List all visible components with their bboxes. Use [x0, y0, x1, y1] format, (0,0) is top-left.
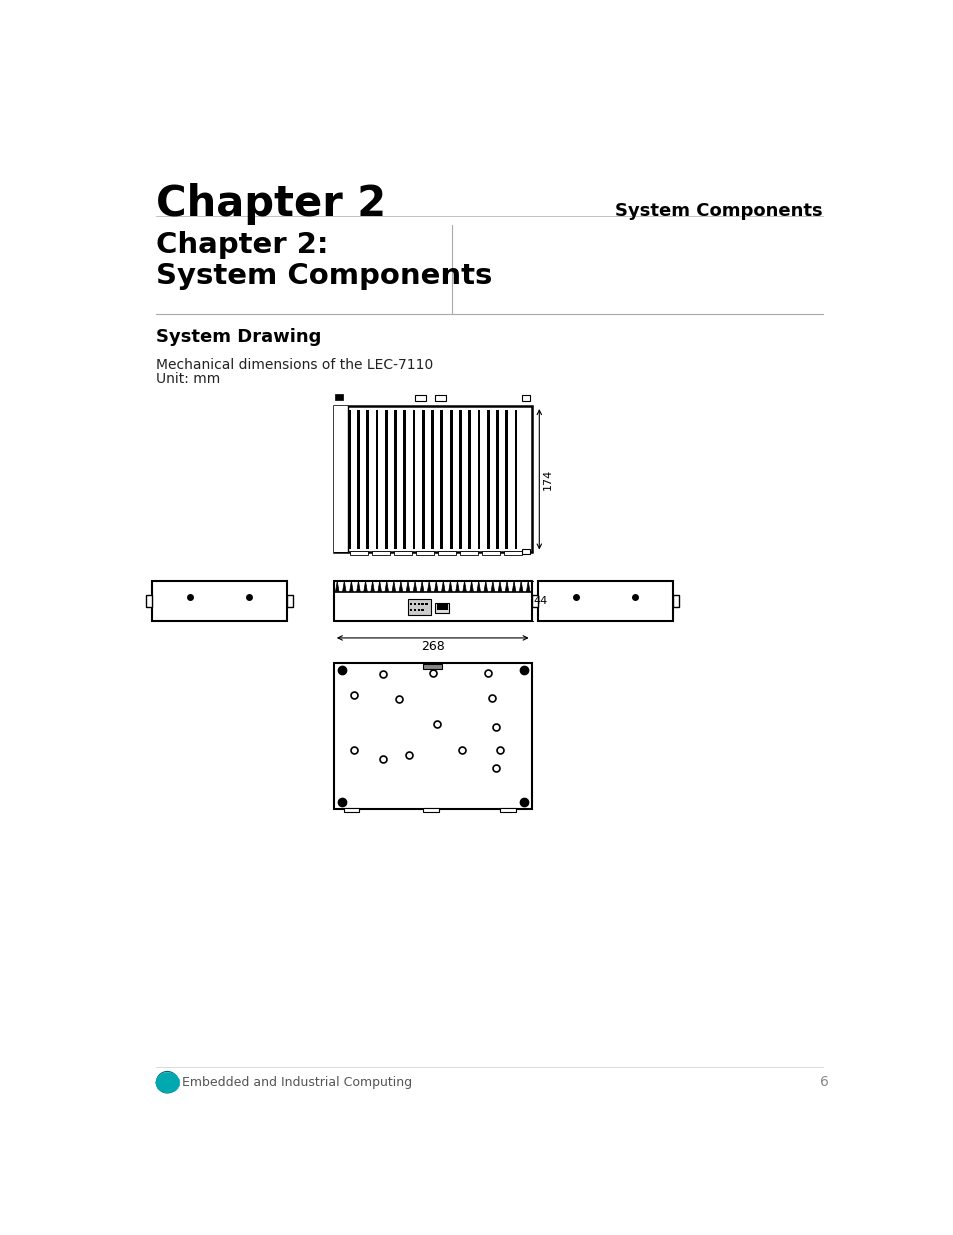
Bar [521, 548, 530, 555]
Bar [440, 410, 443, 548]
Bar [496, 410, 498, 548]
Bar [394, 551, 411, 555]
Polygon shape [448, 580, 452, 592]
Polygon shape [349, 580, 353, 592]
Bar [334, 662, 531, 809]
Polygon shape [406, 580, 410, 592]
Polygon shape [377, 580, 381, 592]
Polygon shape [335, 580, 338, 592]
Bar [414, 609, 416, 611]
Polygon shape [505, 580, 508, 592]
Polygon shape [518, 580, 522, 592]
Bar [410, 609, 412, 611]
Bar [348, 410, 351, 548]
Bar [407, 599, 431, 615]
Text: 44: 44 [533, 597, 547, 606]
Bar [499, 808, 515, 811]
Bar [458, 410, 461, 548]
Bar [505, 410, 508, 548]
Polygon shape [512, 580, 516, 592]
Bar [449, 410, 452, 548]
Text: System Drawing: System Drawing [155, 327, 321, 346]
Polygon shape [434, 580, 437, 592]
Bar [375, 410, 378, 548]
Bar [410, 603, 412, 605]
Text: Unit: mm: Unit: mm [155, 372, 220, 387]
Bar [417, 609, 419, 611]
Bar [468, 410, 471, 548]
Polygon shape [356, 580, 360, 592]
Bar [481, 551, 499, 555]
Bar [503, 551, 521, 555]
Bar [417, 603, 419, 605]
Polygon shape [392, 580, 395, 592]
Bar [414, 603, 416, 605]
Polygon shape [456, 580, 458, 592]
Polygon shape [371, 580, 374, 592]
Polygon shape [483, 580, 487, 592]
Bar [146, 595, 152, 608]
Polygon shape [342, 580, 346, 592]
Bar [344, 808, 359, 811]
Bar [334, 406, 531, 552]
Text: System Components: System Components [155, 262, 492, 290]
Bar [514, 410, 517, 548]
Polygon shape [526, 580, 530, 592]
Text: 6: 6 [820, 1076, 828, 1089]
Text: System Components: System Components [615, 203, 822, 220]
Bar [421, 410, 424, 548]
Bar [422, 664, 442, 668]
Polygon shape [413, 580, 416, 592]
Text: 174: 174 [542, 468, 553, 490]
Polygon shape [420, 580, 423, 592]
Bar [521, 395, 530, 401]
Bar [334, 580, 531, 621]
Polygon shape [462, 580, 466, 592]
Bar [350, 551, 367, 555]
Polygon shape [441, 580, 445, 592]
Bar [437, 551, 456, 555]
Bar [413, 410, 416, 548]
Bar [403, 410, 406, 548]
Bar [532, 595, 537, 608]
Bar [372, 551, 389, 555]
Text: Embedded and Industrial Computing: Embedded and Industrial Computing [182, 1076, 412, 1089]
Text: Chapter 2: Chapter 2 [155, 183, 385, 225]
Bar [152, 580, 287, 621]
Bar [425, 603, 427, 605]
Text: Chapter 2:: Chapter 2: [155, 231, 328, 259]
Bar [421, 603, 423, 605]
Bar [459, 551, 477, 555]
Polygon shape [398, 580, 402, 592]
Bar [435, 603, 449, 614]
Bar [477, 410, 479, 548]
Bar [486, 410, 489, 548]
Bar [366, 410, 369, 548]
Bar [435, 395, 446, 401]
Polygon shape [476, 580, 480, 592]
Bar [431, 410, 434, 548]
Bar [384, 410, 387, 548]
Polygon shape [497, 580, 501, 592]
Bar [537, 580, 673, 621]
Polygon shape [385, 580, 388, 592]
Bar [673, 595, 679, 608]
Bar [422, 808, 438, 811]
Bar [335, 394, 343, 400]
Polygon shape [491, 580, 494, 592]
Bar [394, 410, 396, 548]
Bar [415, 395, 426, 401]
Bar [334, 406, 531, 552]
Bar [334, 406, 348, 552]
Bar [436, 603, 447, 610]
Text: 268: 268 [420, 640, 444, 653]
Bar [421, 609, 423, 611]
Bar [287, 595, 293, 608]
Bar [416, 551, 434, 555]
Polygon shape [470, 580, 473, 592]
Bar [356, 410, 359, 548]
Polygon shape [363, 580, 367, 592]
Text: Mechanical dimensions of the LEC-7110: Mechanical dimensions of the LEC-7110 [155, 358, 433, 372]
Polygon shape [427, 580, 431, 592]
